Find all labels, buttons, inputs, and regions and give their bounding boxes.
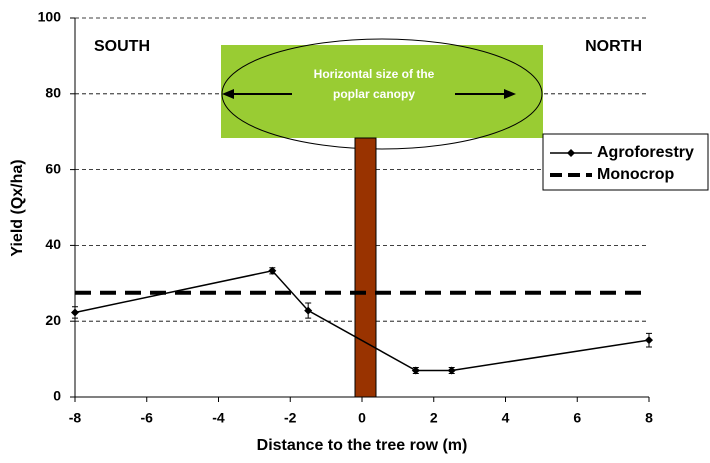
y-tick-label: 100 [38,9,62,25]
x-tick-label: 2 [430,410,438,426]
y-tick-label: 0 [53,388,61,404]
y-tick-label: 60 [45,160,61,176]
y-tick-label: 40 [45,236,61,252]
x-tick-label: -2 [284,410,297,426]
legend-label: Monocrop [597,166,675,183]
x-tick-label: 8 [645,410,653,426]
trunk [355,138,376,397]
legend-label: Agroforestry [597,144,694,161]
annotation: NORTH [585,38,642,55]
annotation: SOUTH [94,38,150,55]
x-tick-label: -8 [69,410,82,426]
marker [71,308,79,316]
chart: Horizontal size of the poplar canopy SOU… [0,0,710,463]
x-tick-label: -6 [141,410,154,426]
x-tick-label: 4 [502,410,510,426]
y-axis-title: Yield (Qx/ha) [9,159,26,256]
x-tick-label: -4 [212,410,225,426]
x-axis-title: Distance to the tree row (m) [257,437,468,454]
y-tick-label: 20 [45,312,61,328]
y-tick-label: 80 [45,85,61,101]
annotation: poplar canopy [333,87,415,101]
marker [645,336,653,344]
annotation: Horizontal size of the [314,67,435,81]
x-tick-label: 0 [358,410,366,426]
page: {"chart_data": {"type": "line", "x_label… [0,0,710,463]
x-tick-label: 6 [573,410,581,426]
